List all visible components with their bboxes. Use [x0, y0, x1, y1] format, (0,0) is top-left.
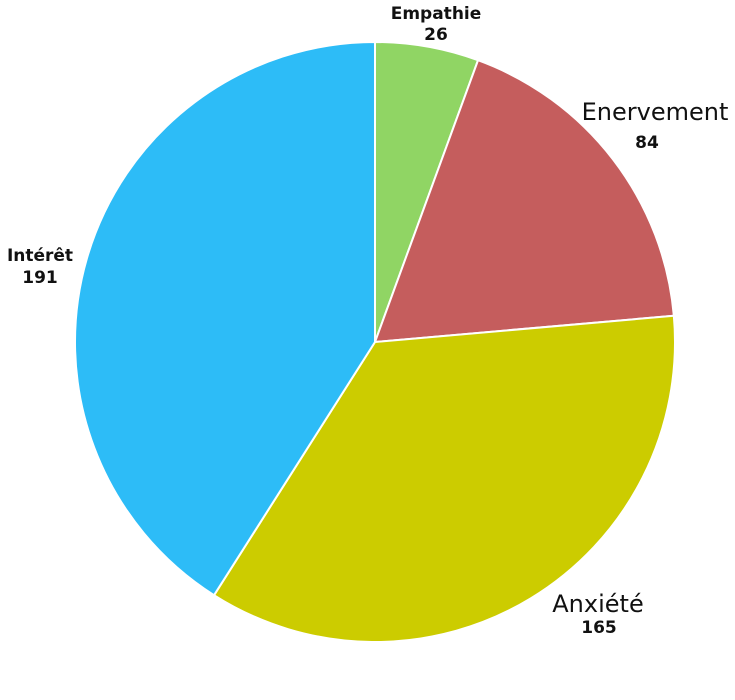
slice-label-interet: Intérêt: [7, 246, 73, 266]
label-enervement: Enervement 84: [582, 98, 729, 153]
slice-value-empathie: 26: [424, 25, 448, 45]
slice-label-anxiete: Anxiété: [552, 590, 643, 618]
pie-slices: [74, 41, 676, 643]
slice-value-interet: 191: [22, 268, 58, 288]
pie-slice-anxiete: [213, 314, 676, 643]
label-anxiete: Anxiété 165: [552, 590, 643, 638]
slice-label-empathie: Empathie: [391, 4, 482, 24]
slice-value-enervement: 84: [635, 133, 659, 153]
slice-value-anxiete: 165: [581, 618, 617, 638]
pie-slice-interet: [74, 41, 376, 597]
slice-label-enervement: Enervement: [582, 98, 729, 126]
pie-slice-enervement: [374, 59, 675, 343]
label-empathie: Empathie 26: [391, 4, 482, 45]
label-interet: Intérêt 191: [7, 246, 73, 288]
